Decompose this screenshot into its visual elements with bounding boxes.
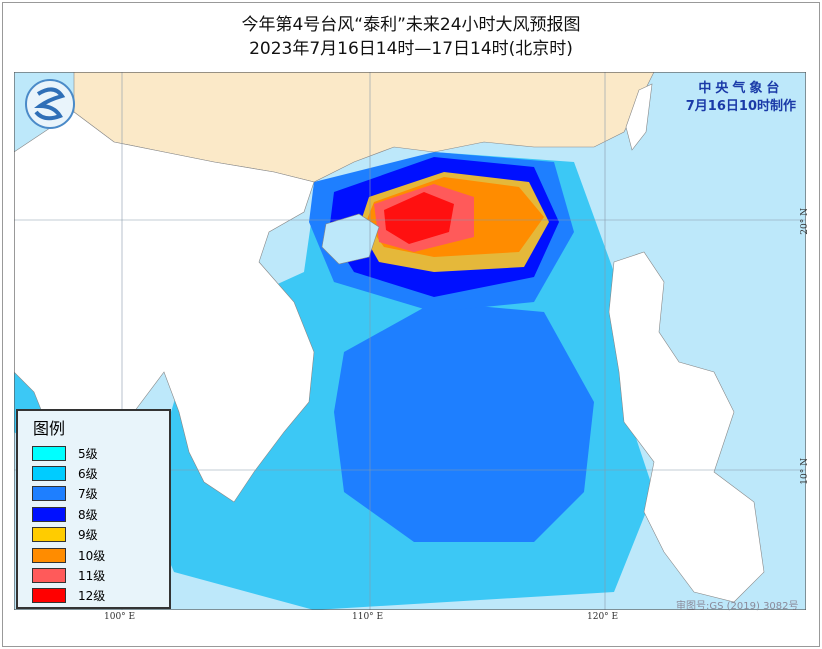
legend-label: 11级 [78,569,106,584]
legend-swatch [32,588,66,604]
taiwan-island [625,83,653,151]
legend-swatch [32,486,66,502]
review-number: 审图号:GS (2019) 3082号 [676,601,799,612]
legend-label: 10级 [78,548,106,563]
legend-swatch [32,506,66,522]
map-title: 今年第4号台风“泰利”未来24小时大风预报图 [241,15,581,35]
lat-tick: 20° N [800,208,810,235]
issue-time: 7月16日10时制作 [685,99,796,114]
legend-label: 9级 [78,528,98,543]
legend-label: 12级 [78,589,106,604]
wind-zone-12 [384,192,454,244]
legend-item: 6级 [32,463,169,483]
legend-item: 8级 [32,504,169,524]
legend: 图例 5级 6级 7级 8级 9级 10级 11级 12级 [16,409,171,609]
lon-tick: 100° E [104,612,136,622]
legend-item: 7级 [32,484,169,504]
wind-zone-7 [334,302,594,542]
cma-logo [25,79,75,129]
map-subtitle: 2023年7月16日14时—17日14时(北京时) [249,39,573,59]
agency-name: 中央气象台 [698,81,784,96]
legend-item: 11级 [32,565,169,585]
legend-label: 7级 [78,487,98,502]
legend-swatch [32,568,66,584]
legend-item: 9级 [32,525,169,545]
philippines-land [608,251,765,603]
legend-title: 图例 [33,419,66,438]
legend-item: 12级 [32,586,169,606]
legend-label: 8级 [78,507,98,522]
legend-item: 10级 [32,545,169,565]
lat-tick: 10° N [800,458,810,485]
legend-swatch [32,527,66,543]
legend-label: 5级 [78,446,98,461]
legend-swatch [32,547,66,563]
lon-tick: 110° E [352,612,384,622]
lon-tick: 120° E [587,612,619,622]
hainan-island [321,213,380,265]
legend-item: 5级 [32,443,169,463]
legend-swatch [32,445,66,461]
legend-swatch [32,466,66,482]
legend-label: 6级 [78,467,98,482]
agency-stamp: 中央气象台 7月16日10时制作 [686,80,796,116]
